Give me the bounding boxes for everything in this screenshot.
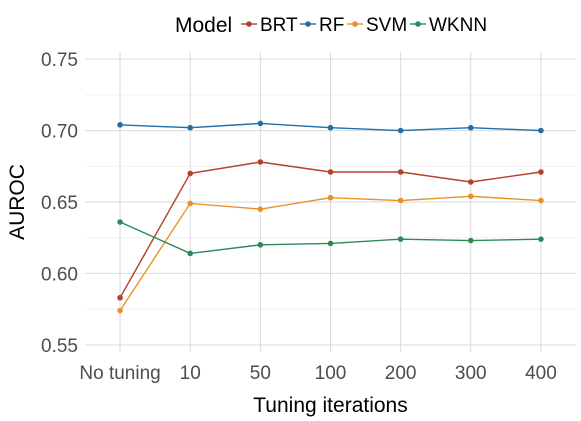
x-tick-label: 10 bbox=[180, 363, 201, 384]
legend-title: Model bbox=[175, 14, 232, 37]
x-tick-label: 300 bbox=[455, 363, 487, 384]
y-tick-label: 0.65 bbox=[41, 193, 78, 214]
data-point bbox=[187, 200, 194, 207]
legend-item: RF bbox=[300, 15, 344, 36]
y-axis-ticks: 0.55 0.60 0.65 0.70 0.75 bbox=[41, 50, 78, 357]
data-point bbox=[397, 127, 404, 134]
y-tick-label: 0.60 bbox=[41, 264, 78, 285]
legend-item: BRT bbox=[241, 15, 298, 36]
data-point bbox=[117, 219, 123, 225]
data-point bbox=[397, 236, 404, 242]
data-point bbox=[117, 122, 123, 128]
series-rf bbox=[117, 120, 544, 134]
data-point bbox=[327, 124, 334, 131]
legend: Model BRT RF SVM WKNN bbox=[175, 14, 487, 37]
y-tick-label: 0.55 bbox=[41, 336, 78, 357]
legend-item: WKNN bbox=[410, 15, 487, 36]
data-point bbox=[467, 193, 474, 200]
data-point bbox=[257, 120, 264, 127]
legend-label: RF bbox=[319, 15, 344, 36]
data-point bbox=[257, 242, 264, 248]
data-point bbox=[327, 240, 334, 247]
data-point bbox=[187, 170, 194, 177]
grid bbox=[85, 52, 576, 352]
data-point bbox=[467, 237, 474, 244]
series-wknn bbox=[117, 219, 544, 257]
x-tick-label: 400 bbox=[525, 363, 557, 384]
data-point bbox=[538, 127, 544, 134]
legend-label: SVM bbox=[366, 15, 407, 36]
data-point bbox=[538, 236, 544, 242]
data-point bbox=[467, 124, 474, 131]
x-axis-title: Tuning iterations bbox=[253, 394, 407, 417]
data-point bbox=[187, 250, 194, 257]
data-point bbox=[538, 197, 544, 204]
legend-label: WKNN bbox=[429, 15, 487, 36]
legend-marker bbox=[246, 21, 252, 27]
legend-marker bbox=[352, 21, 358, 27]
series-brt bbox=[117, 159, 544, 301]
legend-marker bbox=[415, 21, 421, 27]
y-axis-title: AUROC bbox=[6, 164, 29, 240]
data-point bbox=[117, 294, 123, 301]
data-point bbox=[538, 169, 544, 175]
data-point bbox=[187, 124, 194, 131]
data-point bbox=[397, 197, 404, 204]
x-tick-label: 50 bbox=[250, 363, 271, 384]
x-axis-ticks: No tuning 10 50 100 200 300 400 bbox=[79, 363, 556, 384]
data-point bbox=[467, 179, 474, 185]
data-point bbox=[257, 206, 264, 212]
data-point bbox=[257, 159, 264, 165]
series-layer bbox=[117, 120, 544, 314]
legend-marker bbox=[305, 21, 311, 27]
legend-label: BRT bbox=[260, 15, 298, 36]
series-svm bbox=[117, 193, 544, 314]
data-point bbox=[397, 169, 404, 175]
x-tick-label: No tuning bbox=[79, 363, 160, 384]
data-point bbox=[117, 307, 123, 314]
y-tick-label: 0.75 bbox=[41, 50, 78, 71]
data-point bbox=[327, 194, 334, 201]
legend-item: SVM bbox=[347, 15, 407, 36]
data-point bbox=[327, 169, 334, 175]
x-tick-label: 100 bbox=[315, 363, 347, 384]
x-tick-label: 200 bbox=[385, 363, 417, 384]
y-tick-label: 0.70 bbox=[41, 122, 78, 143]
